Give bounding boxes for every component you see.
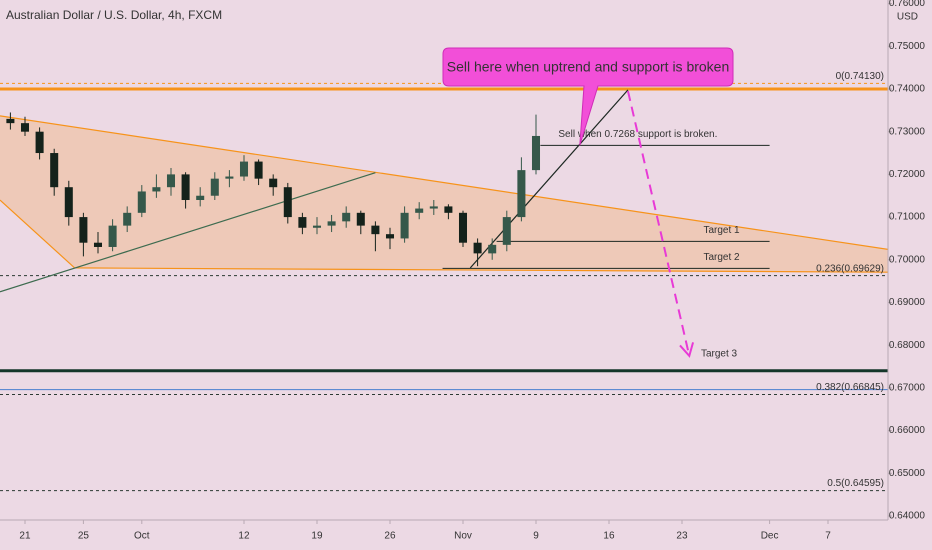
- candle-body: [239, 161, 249, 177]
- trendline: [469, 89, 629, 269]
- candle-body: [517, 170, 526, 218]
- target-label: Target 3: [701, 348, 738, 359]
- candle-body: [400, 212, 409, 239]
- fib-label: 0.236(0.69629): [816, 263, 884, 274]
- forecast-arrow: [627, 90, 691, 357]
- candle-body: [458, 212, 468, 243]
- x-tick-label: 23: [676, 531, 688, 542]
- y-tick-label: 0.65000: [889, 468, 926, 479]
- x-tick-label: 25: [78, 531, 90, 542]
- y-tick-label: 0.69000: [889, 297, 926, 308]
- plot-area: [0, 82, 888, 492]
- candle-body: [283, 187, 292, 218]
- candle-body: [152, 187, 161, 192]
- x-tick-label: Oct: [134, 531, 150, 542]
- candle-body: [35, 131, 44, 154]
- callout-text: Sell here when uptrend and support is br…: [447, 59, 730, 75]
- candle-body: [181, 174, 190, 201]
- arrow-head: [679, 342, 695, 358]
- candle-body: [488, 244, 497, 254]
- y-tick-label: 0.66000: [889, 425, 926, 436]
- candle-body: [269, 178, 278, 188]
- candle-body: [298, 217, 307, 228]
- chart-title: Australian Dollar / U.S. Dollar, 4h, FXC…: [6, 8, 222, 22]
- target-label: Target 2: [703, 252, 740, 263]
- y-tick-label: 0.67000: [889, 383, 926, 394]
- candle-body: [79, 217, 88, 243]
- candle-body: [166, 174, 176, 188]
- candle-body: [385, 234, 395, 239]
- candle-body: [444, 206, 453, 213]
- y-tick-label: 0.73000: [889, 126, 926, 137]
- y-tick-label: 0.76000: [889, 0, 926, 9]
- candle-body: [93, 242, 103, 247]
- candle-body: [6, 118, 15, 124]
- candle-body: [371, 225, 380, 235]
- callout-box: [442, 47, 734, 146]
- candle-body: [254, 161, 263, 179]
- candle-body: [342, 212, 351, 222]
- y-tick-label: 0.71000: [889, 212, 926, 223]
- candle-body: [64, 187, 73, 218]
- fib-label: 0(0.74130): [836, 71, 884, 82]
- target-label: Sell when 0.7268 support is broken.: [558, 129, 717, 140]
- candle-body: [429, 206, 438, 209]
- candle-body: [196, 195, 205, 201]
- axis-unit: USD: [897, 12, 918, 23]
- x-tick-label: 12: [238, 531, 250, 542]
- target-label: Target 1: [703, 225, 740, 236]
- x-tick-label: 7: [825, 531, 831, 542]
- candle-body: [210, 178, 219, 196]
- candle-body: [415, 208, 424, 213]
- candle-body: [20, 123, 30, 132]
- candle-body: [50, 153, 59, 188]
- candle-body: [356, 212, 365, 226]
- triangle-edge: [0, 115, 888, 250]
- candle-body: [225, 176, 234, 179]
- y-tick-label: 0.64000: [889, 511, 926, 522]
- y-tick-label: 0.75000: [889, 41, 926, 52]
- y-tick-label: 0.72000: [889, 169, 926, 180]
- candle-body: [502, 217, 511, 245]
- fib-label: 0.5(0.64595): [827, 478, 884, 489]
- candle-body: [137, 191, 146, 213]
- x-tick-label: 21: [19, 531, 31, 542]
- candle-body: [123, 212, 132, 226]
- x-tick-label: Nov: [454, 531, 472, 542]
- x-tick-label: 9: [533, 531, 539, 542]
- candle-body: [312, 225, 322, 228]
- x-tick-label: Dec: [761, 531, 779, 542]
- x-tick-label: 26: [384, 531, 396, 542]
- x-tick-label: 16: [603, 531, 615, 542]
- candle-body: [473, 242, 482, 254]
- candle-body: [327, 221, 336, 226]
- fib-label: 0.382(0.66845): [816, 382, 884, 393]
- triangle-fill: [0, 115, 888, 273]
- y-tick-label: 0.70000: [889, 254, 926, 265]
- candle-body: [108, 225, 117, 247]
- x-tick-label: 19: [311, 531, 323, 542]
- trendline: [0, 172, 376, 293]
- candle-body: [531, 135, 541, 171]
- y-tick-label: 0.68000: [889, 340, 926, 351]
- y-tick-label: 0.74000: [889, 84, 926, 95]
